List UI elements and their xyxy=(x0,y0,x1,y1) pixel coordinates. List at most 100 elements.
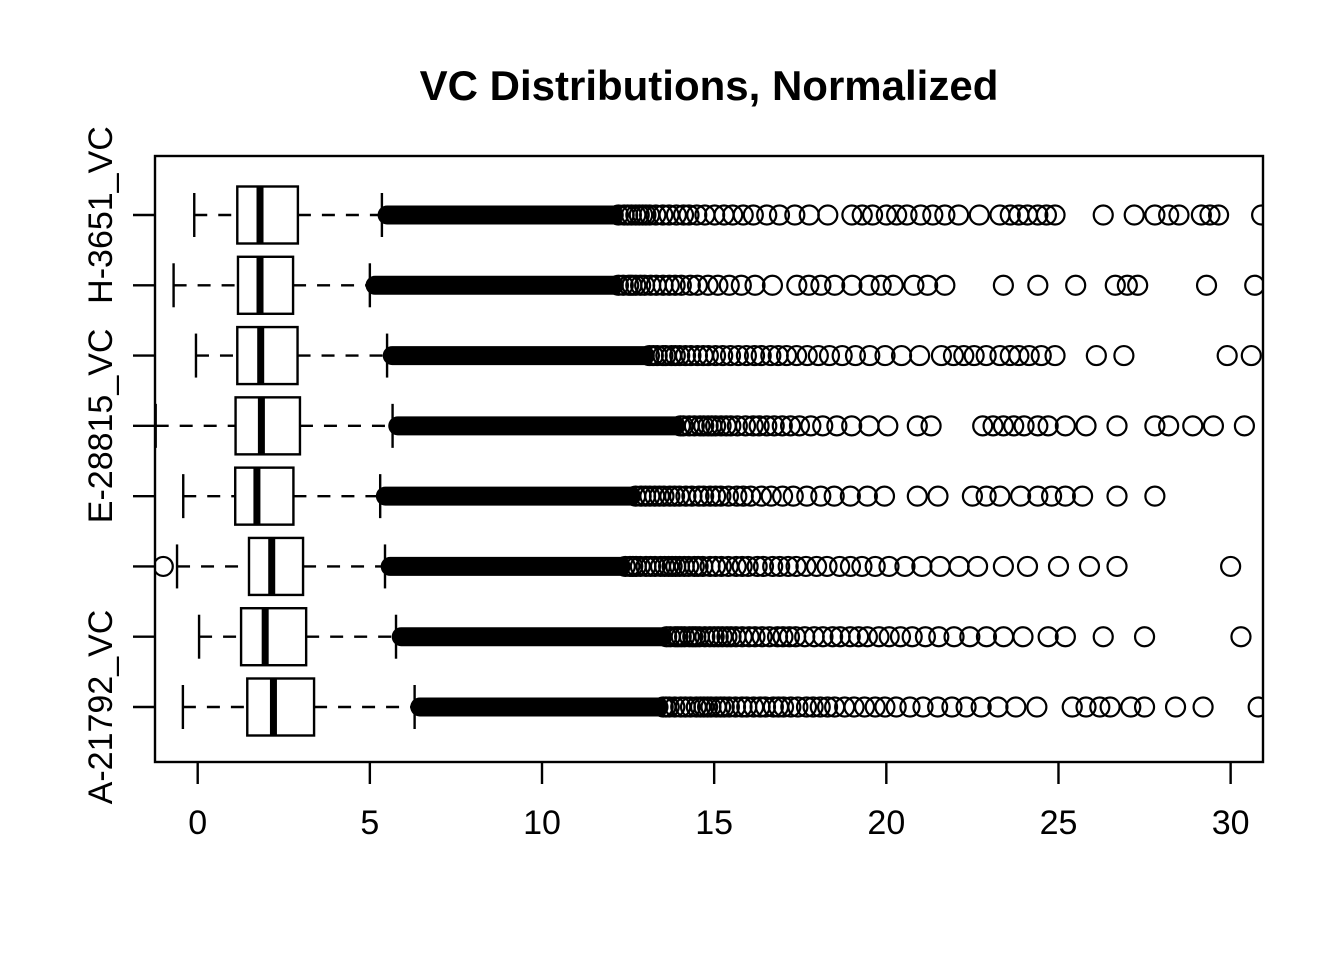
outlier-point xyxy=(906,415,928,437)
outlier-point xyxy=(705,485,727,507)
outlier-point xyxy=(795,555,817,578)
outlier-point xyxy=(742,204,764,226)
outlier-point xyxy=(779,415,802,437)
outlier-point xyxy=(743,344,766,367)
outlier-point xyxy=(992,274,1014,296)
outlier-point xyxy=(674,626,696,648)
outlier-point xyxy=(1075,696,1097,718)
outlier-point xyxy=(823,485,845,507)
outlier-point xyxy=(734,415,757,437)
outlier-point xyxy=(810,485,832,507)
x-axis-tick-label: 20 xyxy=(867,804,905,842)
outlier-point xyxy=(750,344,772,367)
outlier-point xyxy=(1104,274,1126,296)
outlier-point xyxy=(1202,415,1225,437)
outlier-point xyxy=(748,415,770,437)
outlier-point xyxy=(856,485,878,507)
outlier-point xyxy=(679,696,702,718)
outlier-point xyxy=(1044,204,1066,226)
outlier-point xyxy=(894,555,916,578)
outlier-point xyxy=(1016,555,1039,578)
outlier-point xyxy=(853,696,876,718)
outlier-point xyxy=(858,274,880,296)
outlier-point xyxy=(942,344,965,367)
outlier-point xyxy=(953,344,975,367)
outlier-point xyxy=(742,415,764,437)
outlier-point xyxy=(1003,415,1025,437)
outlier-point xyxy=(992,415,1014,437)
outlier-point xyxy=(1054,485,1076,507)
outlier-point xyxy=(725,555,747,578)
y-axis-label: E-28815_VC xyxy=(82,329,120,524)
outlier-point xyxy=(961,485,983,507)
outlier-point xyxy=(1071,485,1094,507)
outlier-point xyxy=(982,415,1004,437)
outlier-point xyxy=(798,274,820,296)
outlier-point xyxy=(1106,415,1128,437)
outlier-point xyxy=(1027,274,1049,296)
outlier-point xyxy=(726,485,748,507)
outlier-point xyxy=(928,626,950,648)
outlier-point xyxy=(868,626,890,648)
outlier-point xyxy=(816,696,839,718)
outlier-point xyxy=(810,274,832,296)
outlier-point xyxy=(680,344,702,367)
iqr-box xyxy=(236,255,295,315)
outlier-point xyxy=(972,415,994,437)
outlier-point xyxy=(822,626,844,648)
outlier-point xyxy=(1144,204,1166,226)
outlier-point xyxy=(885,696,907,718)
outlier-point xyxy=(1012,626,1034,648)
outlier-point xyxy=(1144,485,1166,507)
outlier-point xyxy=(744,626,766,648)
outlier-point xyxy=(1190,204,1212,226)
outlier-point xyxy=(899,696,921,718)
outlier-point xyxy=(1061,696,1083,718)
outlier-point xyxy=(768,204,791,226)
x-axis-tick-label: 30 xyxy=(1212,804,1250,842)
outlier-point xyxy=(1168,204,1190,226)
outlier-point xyxy=(1158,204,1180,226)
outlier-point xyxy=(889,626,912,648)
outlier-point xyxy=(934,274,956,296)
outlier-point xyxy=(788,415,811,437)
outlier-point xyxy=(963,344,985,367)
outlier-point xyxy=(761,274,784,296)
outlier-point xyxy=(625,274,647,296)
outlier-point xyxy=(718,274,740,296)
outlier-point xyxy=(771,415,793,437)
outlier-point xyxy=(658,696,680,718)
x-axis-tick-label: 10 xyxy=(523,804,561,842)
outlier-point xyxy=(858,415,880,437)
outlier-point xyxy=(629,555,651,578)
outlier-point xyxy=(874,344,896,367)
outlier-point xyxy=(1127,274,1149,296)
outlier-point xyxy=(999,204,1021,226)
outlier-point xyxy=(859,344,881,367)
plot-border xyxy=(153,154,1265,764)
outlier-point xyxy=(1113,344,1135,367)
outlier-point xyxy=(975,485,997,507)
outlier-point xyxy=(1027,415,1049,437)
outlier-point xyxy=(1075,415,1097,437)
outlier-point xyxy=(812,415,834,437)
outlier-point xyxy=(841,415,863,437)
outlier-point xyxy=(912,696,934,718)
outlier-point xyxy=(1078,555,1101,578)
outlier-point xyxy=(968,204,990,226)
outlier-point xyxy=(966,555,989,578)
outlier-point xyxy=(760,344,782,367)
outlier-point xyxy=(1123,204,1145,226)
outlier-point xyxy=(929,555,951,578)
outlier-point xyxy=(886,204,908,226)
outlier-point xyxy=(686,204,708,226)
outlier-point xyxy=(812,626,834,648)
outlier-point xyxy=(1037,415,1059,437)
outlier-point xyxy=(1047,555,1070,578)
outlier-point xyxy=(1158,415,1180,437)
outlier-point xyxy=(873,485,896,507)
outlier-point xyxy=(851,555,873,578)
iqr-box xyxy=(234,396,302,456)
outlier-point xyxy=(1035,204,1058,226)
outlier-point xyxy=(805,555,828,578)
